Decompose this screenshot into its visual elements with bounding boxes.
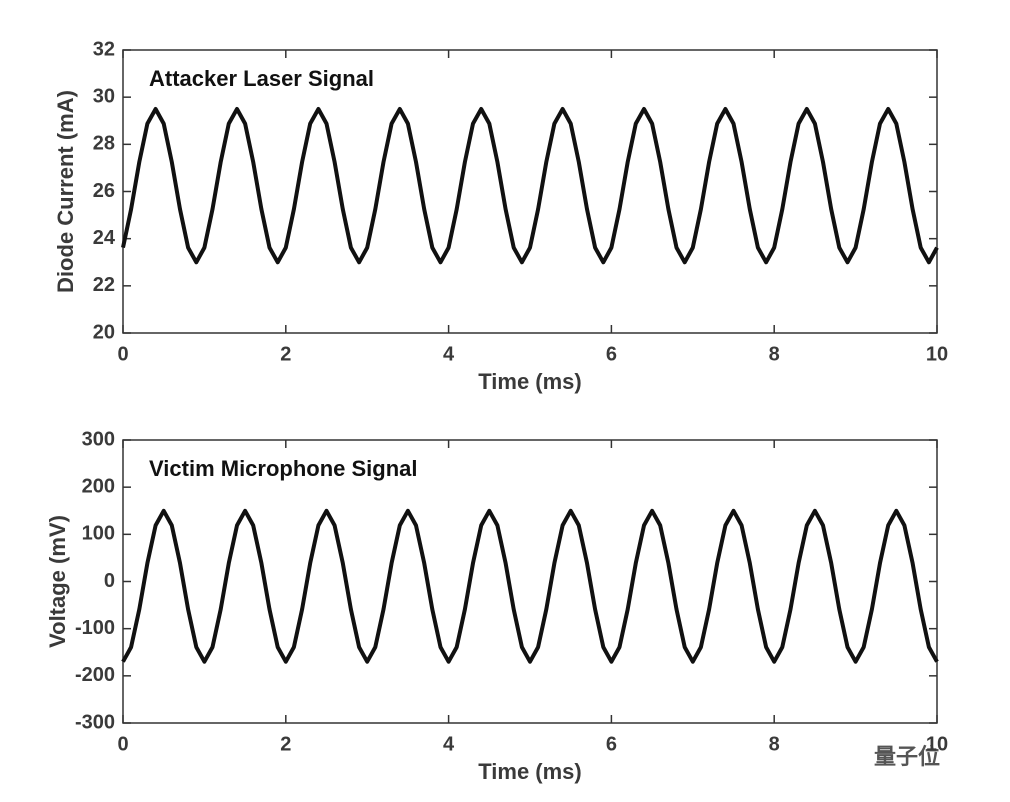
y-tick-label: 300 xyxy=(82,428,115,450)
x-tick-label: 8 xyxy=(769,343,780,365)
y-tick-label: 22 xyxy=(93,274,115,296)
y-tick-label: 24 xyxy=(93,227,116,249)
y-tick-label: 30 xyxy=(93,85,115,107)
y-axis-label: Voltage (mV) xyxy=(45,515,70,648)
x-axis-label: Time (ms) xyxy=(478,759,582,784)
x-tick-label: 2 xyxy=(280,343,291,365)
x-tick-label: 2 xyxy=(280,733,291,755)
chart-title: Victim Microphone Signal xyxy=(149,456,418,481)
signal-line xyxy=(121,107,939,265)
x-tick-label: 6 xyxy=(606,733,617,755)
chart-title: Attacker Laser Signal xyxy=(149,66,374,91)
y-tick-label: 0 xyxy=(104,570,115,592)
x-tick-label: 6 xyxy=(606,343,617,365)
signal-line xyxy=(121,508,939,664)
x-tick-label: 8 xyxy=(769,733,780,755)
x-tick-label: 4 xyxy=(443,733,455,755)
y-tick-label: 200 xyxy=(82,475,115,497)
x-tick-label: 10 xyxy=(926,733,948,755)
x-tick-label: 4 xyxy=(443,343,455,365)
y-tick-label: -200 xyxy=(75,664,115,686)
x-tick-label: 10 xyxy=(926,343,948,365)
watermark: 量子位 xyxy=(874,744,940,769)
plot-frame xyxy=(122,49,938,334)
y-tick-label: -100 xyxy=(75,617,115,639)
y-axis-label: Diode Current (mA) xyxy=(53,90,78,293)
x-tick-label: 0 xyxy=(117,343,128,365)
x-tick-label: 0 xyxy=(117,733,128,755)
y-tick-label: 26 xyxy=(93,180,115,202)
x-axis-label: Time (ms) xyxy=(478,369,582,394)
y-tick-label: 28 xyxy=(93,133,115,155)
y-tick-label: 20 xyxy=(93,321,115,343)
y-tick-label: 32 xyxy=(93,38,115,60)
y-tick-label: -300 xyxy=(75,711,115,733)
y-tick-label: 100 xyxy=(82,523,115,545)
plot-frame xyxy=(122,439,938,724)
